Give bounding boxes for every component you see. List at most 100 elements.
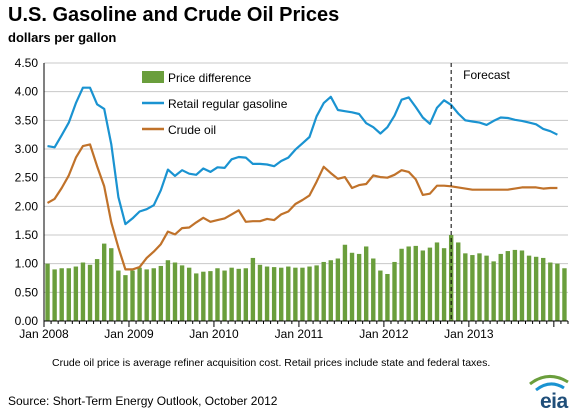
bar-price-difference [201,271,206,321]
y-tick-label: 2.50 [15,171,39,185]
bar-price-difference [505,251,511,321]
bar-price-difference [413,245,418,321]
bar-price-difference [257,264,263,321]
bar-price-difference [342,244,348,321]
bar-price-difference [498,253,503,321]
bar-price-difference [250,257,256,321]
bar-price-difference [94,259,100,321]
bar-price-difference [548,262,553,321]
bar-price-difference [52,269,57,321]
x-tick-label: Jan 2009 [104,327,154,341]
bar-price-difference [385,273,390,321]
bar-price-difference [80,262,86,321]
y-tick-label: 2.00 [15,199,39,213]
bar-price-difference [392,261,397,321]
bar-price-difference [335,258,341,321]
x-tick-label: Jan 2011 [275,327,324,341]
x-tick-label: Jan 2008 [19,327,69,341]
y-tick-label: 0.00 [15,314,39,328]
bar-price-difference [477,253,482,321]
x-tick-label: Jan 2013 [444,327,494,341]
bar-price-difference [470,255,475,321]
y-tick-label: 4.00 [15,85,39,99]
bar-price-difference [463,253,468,321]
bar-price-difference [151,268,156,321]
bar-price-difference [66,268,71,321]
chart-subtitle: dollars per gallon [8,30,117,45]
legend-label: Price difference [168,71,251,85]
bar-price-difference [130,270,135,321]
bar-price-difference [229,267,234,321]
y-tick-label: 0.50 [15,285,39,299]
bar-price-difference [541,257,546,321]
footnote: Crude oil price is average refiner acqui… [52,357,491,369]
bar-price-difference [526,255,532,321]
bar-price-difference [286,266,291,321]
bar-price-difference [321,261,326,321]
y-tick-label: 4.50 [15,56,39,70]
bar-price-difference [378,270,383,321]
bar-price-difference [399,248,404,321]
bar-price-difference [279,267,284,321]
y-tick-label: 1.00 [15,257,39,271]
bar-price-difference [491,261,496,321]
source-note: Source: Short-Term Energy Outlook, Octob… [8,394,278,408]
chart-title: U.S. Gasoline and Crude Oil Prices [8,4,340,26]
bar-price-difference [172,262,178,321]
bar-price-difference [116,270,121,321]
chart-canvas: 0.00 0.50 1.00 1.50 2.00 2.50 3.00 3.50 4.00 4.50… [15,56,569,341]
bar-price-difference [158,265,164,321]
bar-price-difference [236,268,241,321]
bar-price-difference [307,266,312,321]
line-retail-gasoline [47,86,558,226]
bar-price-difference [456,242,461,321]
bar-price-difference [448,235,454,321]
bar-price-difference [434,242,440,321]
bar-price-difference [293,267,298,321]
bar-price-difference [441,248,447,321]
bar-price-difference [555,263,560,321]
bar-price-difference [271,267,277,321]
y-tick-label: 3.50 [15,113,39,127]
bar-price-difference [427,247,433,321]
bar-price-difference [45,263,50,321]
legend-label: Crude oil [168,123,216,137]
bar-price-difference [264,266,270,321]
bar-price-difference [215,268,220,321]
legend-swatch-price-difference [142,71,164,83]
y-tick-label: 1.50 [15,228,39,242]
bar-price-difference [363,246,369,321]
bar-price-difference [533,256,539,321]
bar-price-difference [194,273,199,321]
bar-price-difference [208,271,213,321]
bar-price-difference [222,270,227,321]
eia-logo-text: eia [540,390,568,413]
bar-price-difference [512,249,518,321]
bar-price-difference [59,268,64,321]
bar-price-difference [371,258,376,321]
x-tick-label: Jan 2012 [359,327,409,341]
bar-price-difference [101,243,107,321]
bar-price-difference [314,265,319,321]
bar-price-difference [109,248,114,321]
bar-price-difference [420,250,426,321]
bar-price-difference [243,268,249,321]
bar-price-difference [300,267,305,321]
bar-price-difference [87,264,93,321]
bar-price-difference [328,260,333,321]
bar-price-difference [179,265,185,321]
y-tick-label: 3.00 [15,142,39,156]
bar-price-difference [165,260,171,321]
eia-logo-arcs [529,375,569,392]
bar-price-difference [484,255,489,321]
legend-label: Retail regular gasoline [168,97,288,111]
forecast-label: Forecast [463,68,510,82]
bar-price-difference [144,269,149,321]
bar-price-difference [137,267,142,321]
bar-price-difference [562,268,567,321]
bar-price-difference [123,275,128,321]
bar-price-difference [519,250,525,321]
bar-price-difference [349,252,355,321]
bar-price-difference [356,253,362,321]
x-tick-label: Jan 2010 [189,327,239,341]
